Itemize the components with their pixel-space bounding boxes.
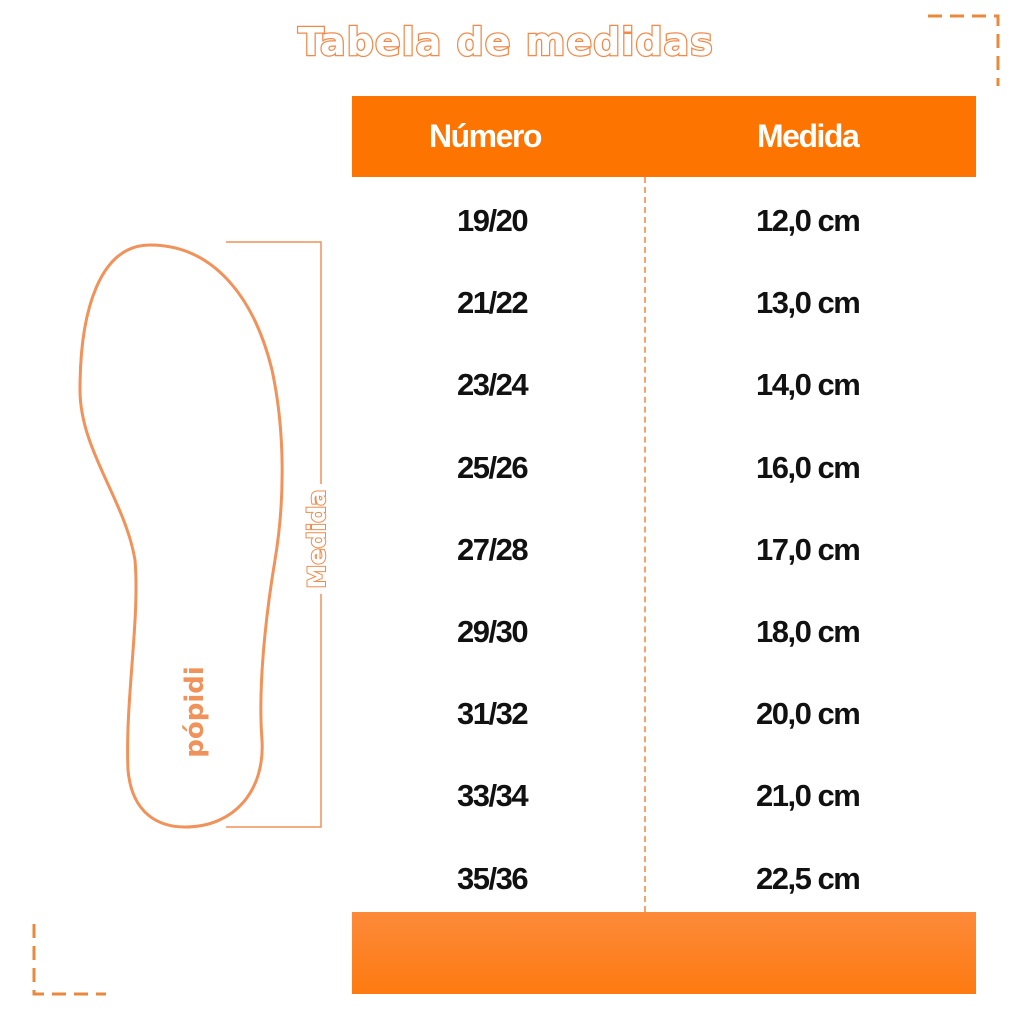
size-cell: 31/32	[457, 696, 529, 732]
header-number: Número	[429, 118, 542, 154]
size-cell: 21/22	[457, 285, 529, 321]
length-cell: 17,0 cm	[756, 531, 861, 567]
length-cell: 12,0 cm	[756, 203, 861, 238]
measure-label: Medida	[302, 484, 332, 594]
size-cell: 29/30	[457, 614, 529, 649]
corner-decoration-top-right	[928, 14, 1000, 86]
size-cell: 35/36	[457, 860, 529, 896]
table-footer-bar	[352, 912, 976, 994]
length-cell: 20,0 cm	[756, 696, 861, 732]
table-row: 19/20 12,0 cm	[352, 203, 976, 243]
length-cell: 14,0 cm	[756, 367, 861, 403]
table-header: Número Medida	[352, 96, 976, 177]
brand-logo: pópidi	[180, 666, 210, 758]
size-cell: 25/26	[457, 449, 529, 485]
column-divider	[644, 177, 646, 912]
page-title: Tabela de medidas	[297, 19, 714, 66]
table-row: 27/28 17,0 cm	[352, 532, 976, 572]
table-row: 25/26 16,0 cm	[352, 450, 976, 490]
header-measure: Medida	[757, 118, 860, 154]
length-cell: 22,5 cm	[756, 860, 861, 896]
length-cell: 18,0 cm	[756, 614, 861, 649]
table-row: 31/32 20,0 cm	[352, 696, 976, 736]
table-row: 23/24 14,0 cm	[352, 367, 976, 407]
length-cell: 13,0 cm	[756, 285, 861, 321]
size-cell: 27/28	[457, 531, 529, 567]
table-row: 33/34 21,0 cm	[352, 778, 976, 818]
table-row: 21/22 13,0 cm	[352, 285, 976, 325]
length-cell: 21,0 cm	[756, 778, 861, 814]
size-cell: 19/20	[457, 203, 529, 238]
table-row: 29/30 18,0 cm	[352, 614, 976, 654]
table-row: 35/36 22,5 cm	[352, 861, 976, 901]
corner-decoration-bottom-left	[32, 924, 106, 996]
size-cell: 33/34	[457, 778, 529, 814]
size-cell: 23/24	[457, 367, 529, 403]
length-cell: 16,0 cm	[756, 449, 861, 485]
